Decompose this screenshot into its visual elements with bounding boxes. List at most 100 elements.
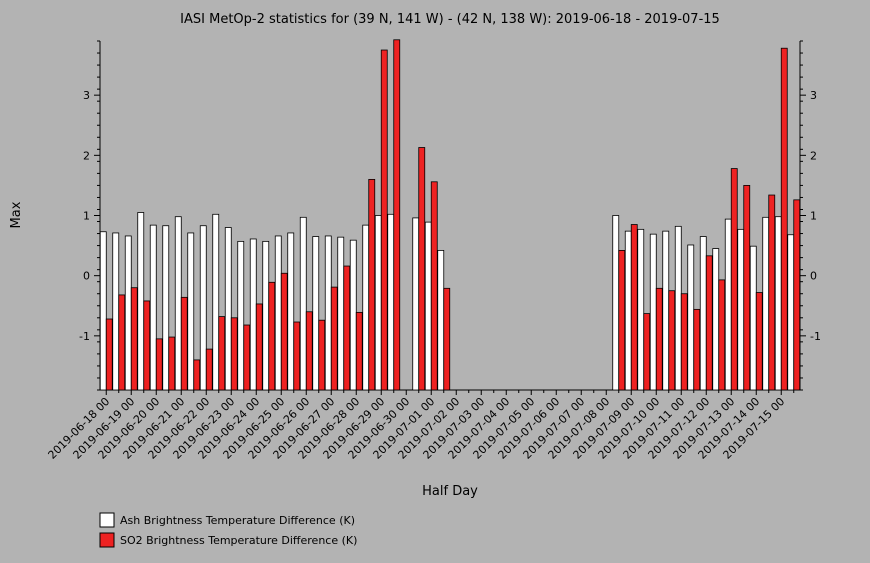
y-tick-label-right: 0 xyxy=(810,270,817,283)
legend-label-so2: SO2 Brightness Temperature Difference (K… xyxy=(120,534,357,547)
so2-bar xyxy=(180,296,188,391)
so2-bar xyxy=(730,168,738,391)
y-axis-label: Max xyxy=(9,201,24,228)
so2-bar xyxy=(330,286,338,391)
ash-bar xyxy=(337,236,345,391)
so2-bar xyxy=(105,318,113,391)
ash-bar xyxy=(212,213,220,391)
ash-bar xyxy=(437,249,445,391)
ash-bar xyxy=(374,215,382,391)
y-tick-label-left: 0 xyxy=(83,270,90,283)
ash-bar xyxy=(762,216,770,391)
ash-bar xyxy=(424,221,432,391)
ash-bar xyxy=(124,235,132,391)
ash-bar xyxy=(662,230,670,391)
ash-bar xyxy=(287,232,295,391)
ash-bar xyxy=(724,218,732,391)
ash-bar xyxy=(237,240,245,391)
so2-bar xyxy=(118,294,126,391)
so2-bar xyxy=(255,303,263,391)
so2-bar xyxy=(343,265,351,391)
x-axis-label: Half Day xyxy=(422,484,478,499)
ash-bar xyxy=(774,216,782,391)
y-tick-label-left: 3 xyxy=(83,89,90,102)
so2-bar xyxy=(193,359,201,391)
so2-bar xyxy=(218,316,226,391)
y-tick-label-right: 1 xyxy=(810,210,817,223)
so2-bar xyxy=(155,338,163,391)
so2-bar xyxy=(718,279,726,391)
ash-bar xyxy=(637,228,645,391)
so2-bar xyxy=(680,293,688,391)
ash-bar xyxy=(737,228,745,391)
ash-bar xyxy=(749,245,757,391)
ash-bar xyxy=(787,234,795,391)
so2-bar xyxy=(443,287,451,391)
so2-bar xyxy=(380,49,388,391)
so2-bar xyxy=(243,324,251,391)
so2-bar xyxy=(230,317,238,391)
so2-bar xyxy=(418,147,426,391)
so2-bar xyxy=(318,319,326,391)
y-tick-label-right: -1 xyxy=(810,330,821,343)
ash-bar xyxy=(674,225,682,391)
so2-bar xyxy=(693,308,701,391)
so2-bar xyxy=(705,255,713,391)
so2-bar xyxy=(143,300,151,391)
ash-bar xyxy=(249,238,257,391)
ash-bar xyxy=(349,239,357,391)
y-tick-label-left: 2 xyxy=(83,149,90,162)
so2-bar xyxy=(280,272,288,391)
so2-bar xyxy=(768,194,776,391)
ash-bar xyxy=(312,236,320,391)
ash-bar xyxy=(324,235,332,391)
y-tick-label-right: 3 xyxy=(810,89,817,102)
chart-title: IASI MetOp-2 statistics for (39 N, 141 W… xyxy=(180,12,720,27)
y-tick-label-left: 1 xyxy=(83,210,90,223)
ash-bar xyxy=(199,225,207,391)
so2-bar xyxy=(168,336,176,391)
so2-bar xyxy=(630,224,638,391)
legend-label-ash: Ash Brightness Temperature Difference (K… xyxy=(120,514,355,527)
ash-bar xyxy=(187,232,195,391)
so2-bar xyxy=(755,292,763,391)
ash-bar xyxy=(649,233,657,391)
ash-bar xyxy=(699,236,707,391)
so2-bar xyxy=(393,39,401,391)
ash-bar xyxy=(99,231,107,391)
ash-bar xyxy=(299,216,307,391)
so2-bar xyxy=(793,199,801,391)
so2-bar xyxy=(780,47,788,391)
ash-bar xyxy=(224,227,232,391)
ash-bar xyxy=(262,240,270,391)
ash-bar xyxy=(274,235,282,391)
so2-bar xyxy=(430,181,438,391)
so2-bar xyxy=(305,311,313,391)
ash-bar xyxy=(712,248,720,391)
ash-bar xyxy=(112,232,120,391)
y-tick-label-right: 2 xyxy=(810,149,817,162)
ash-bar xyxy=(612,215,620,391)
ash-bar xyxy=(362,224,370,391)
so2-bar xyxy=(743,185,751,391)
ash-bar xyxy=(624,230,632,391)
so2-bar xyxy=(205,348,213,391)
so2-bar xyxy=(355,311,363,391)
so2-bar xyxy=(268,281,276,391)
ash-bar xyxy=(149,224,157,391)
y-tick-label-left: -1 xyxy=(79,330,90,343)
ash-bar xyxy=(162,225,170,391)
so2-bar xyxy=(368,178,376,391)
so2-bar xyxy=(130,287,138,391)
so2-bar xyxy=(668,290,676,391)
legend-swatch-ash xyxy=(99,512,115,528)
so2-bar xyxy=(655,287,663,391)
ash-bar xyxy=(174,216,182,391)
so2-bar xyxy=(293,321,301,391)
ash-bar xyxy=(687,244,695,391)
so2-bar xyxy=(618,249,626,391)
legend: Ash Brightness Temperature Difference (K… xyxy=(99,512,357,548)
so2-bar xyxy=(643,313,651,391)
